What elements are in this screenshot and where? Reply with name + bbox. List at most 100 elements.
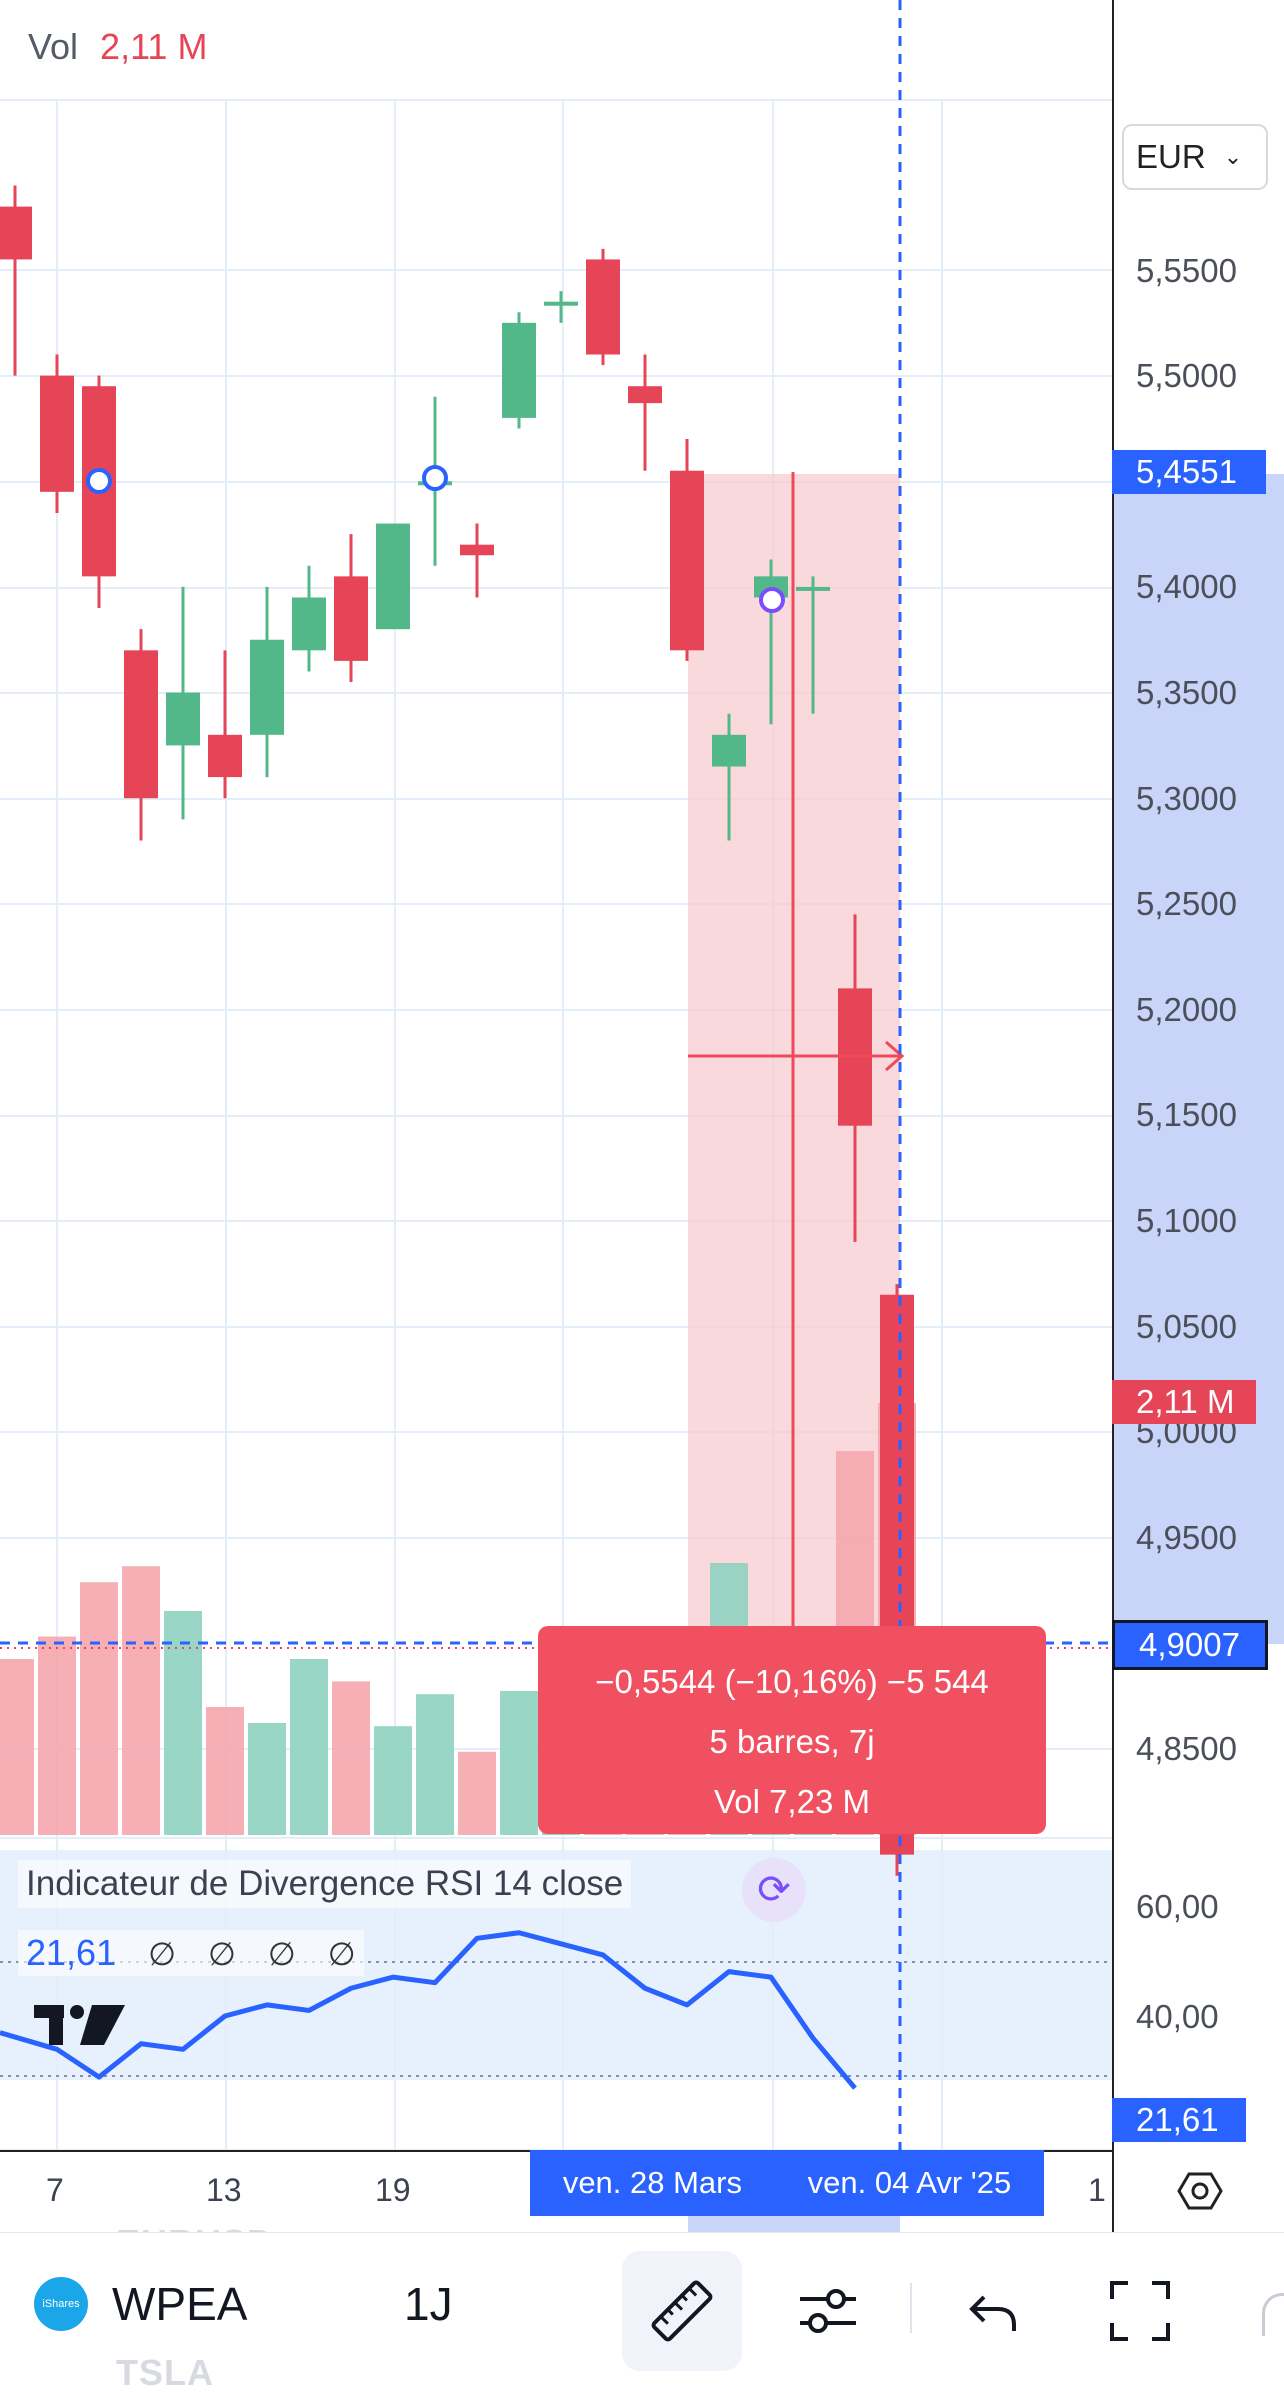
toolbar-divider [910,2283,912,2333]
candle-body [376,523,410,630]
ruler-icon [651,2280,713,2342]
price-tick: 5,5500 [1136,252,1237,289]
date-range-tag: ven. 28 Mars ven. 04 Avr '25 [530,2150,1044,2216]
volume-header: Vol 2,11 M [28,26,207,68]
rsi-values: 21,61 ∅ ∅ ∅ ∅ [18,1930,364,1976]
candle [586,248,620,366]
rsi-tag: 21,61 [1112,2098,1246,2142]
price-tick: 5,3000 [1136,780,1237,817]
fullscreen-icon [1110,2281,1170,2341]
price-tick: 5,4000 [1136,568,1237,605]
undo-button[interactable] [954,2271,1034,2351]
price-chart[interactable] [0,0,1284,2232]
candle-body [628,386,662,404]
candle-body [250,639,284,735]
volume-bar [80,1582,118,1835]
candles [0,185,914,1876]
candle-body [40,375,74,492]
more-tools-hint[interactable] [1262,2293,1284,2336]
volume-label: Vol [28,26,79,67]
horizontal-gridlines [0,99,1112,2151]
candle-body [166,692,200,746]
refresh-icon[interactable]: ⟳ [742,1858,806,1922]
rsi-tick-60: 60,00 [1136,1888,1219,1925]
volume-bar [38,1636,76,1835]
candle [292,565,326,672]
symbol-button[interactable]: WPEA [112,2278,248,2330]
volume-value: 2,11 M [100,26,208,67]
rsi-indicator-title[interactable]: Indicateur de Divergence RSI 14 close [18,1860,632,1908]
volume-bar [332,1681,370,1835]
candle [166,586,200,820]
price-tick: 5,1000 [1136,1202,1237,1239]
candle [0,185,32,376]
divergence-marker-3 [759,587,785,613]
candle [250,586,284,778]
volume-bar [416,1694,454,1835]
candle [712,713,746,841]
candle [40,354,74,513]
volume-bar [500,1691,538,1835]
price-tick: 4,9500 [1136,1519,1237,1556]
candle-body [0,206,32,260]
date-end: ven. 04 Avr '25 [807,2165,1012,2200]
interval-button[interactable]: 1J [404,2278,453,2330]
time-label: 7 [46,2172,64,2208]
volume-tag: 2,11 M [1112,1380,1256,1424]
currency-select[interactable]: EUR ⌄ [1122,124,1268,190]
price-tick: 5,5000 [1136,357,1237,394]
candle [334,534,368,683]
tradingview-logo-icon [34,2005,125,2045]
time-label: 19 [375,2172,411,2208]
volume-bar [122,1566,160,1835]
axis-settings-button[interactable] [1112,2150,1284,2232]
time-label: 1 [1088,2172,1106,2208]
measure-arrow-icon [885,1040,905,1072]
bottom-toolbar: iShares WPEA 1J [0,2232,1284,2374]
ghost-symbol: TSLA [116,2352,214,2393]
time-axis-highlight [688,2216,900,2232]
price-tick: 4,8500 [1136,1730,1237,1767]
settings-hexagon-icon [1177,2172,1223,2210]
price-tick: 5,2000 [1136,991,1237,1028]
indicators-button[interactable] [788,2271,868,2351]
volume-bar [0,1659,34,1835]
candle [208,650,242,799]
candle-body [502,322,536,418]
candle [124,629,158,841]
candle-body [670,470,704,651]
chevron-down-icon: ⌄ [1223,144,1243,169]
candle-body [796,586,830,591]
volume-bar [290,1659,328,1835]
fullscreen-button[interactable] [1100,2271,1180,2351]
rsi-tick-40: 40,00 [1136,1998,1219,2035]
date-start: ven. 28 Mars [562,2165,743,2200]
candle-body [460,544,494,556]
time-label: 13 [206,2172,242,2208]
rsi-na-1: ∅ [148,1936,176,1972]
candle-body [292,597,326,651]
price-axis-highlight [1112,474,1284,1644]
volume-bar [206,1707,244,1835]
price-tick: 5,2500 [1136,885,1237,922]
candle-body [208,734,242,778]
sliders-icon [800,2289,856,2333]
divergence-marker-2 [422,465,448,491]
rsi-na-2: ∅ [208,1936,236,1972]
volume-bar [374,1726,412,1835]
measure-top-tag: 5,4551 [1112,450,1266,494]
price-tick: 5,1500 [1136,1096,1237,1133]
measure-volume: Vol 7,23 M [714,1783,870,1820]
ruler-button[interactable] [622,2251,742,2371]
measure-bars: 5 barres, 7j [709,1723,875,1760]
rsi-value: 21,61 [26,1932,117,1973]
currency-value: EUR [1136,138,1206,175]
candle [796,576,830,714]
candle-body [712,734,746,767]
rsi-na-4: ∅ [327,1936,356,1972]
candle [628,354,662,471]
price-axis[interactable] [1112,0,1284,2232]
volume-bar [164,1611,202,1835]
candle-body [124,650,158,799]
rsi-line [0,1930,857,2090]
